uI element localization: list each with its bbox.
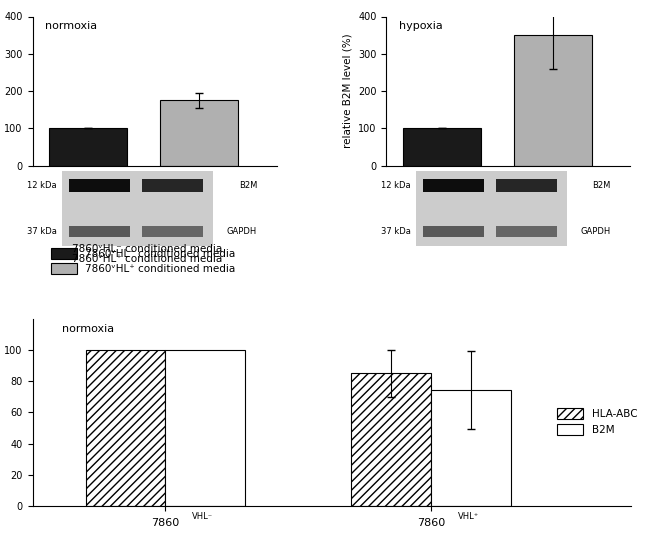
Text: GAPDH: GAPDH	[227, 227, 257, 236]
Bar	[514, 35, 592, 166]
Text: B2M: B2M	[593, 181, 611, 190]
Legend: 7860ᵛHL⁻ conditioned media, 7860ᵛHL⁺ conditioned media: 7860ᵛHL⁻ conditioned media, 7860ᵛHL⁺ con…	[51, 248, 235, 274]
FancyBboxPatch shape	[496, 226, 557, 236]
Text: 7860: 7860	[151, 519, 179, 529]
FancyBboxPatch shape	[416, 171, 567, 246]
Text: normoxia: normoxia	[45, 21, 97, 31]
FancyBboxPatch shape	[69, 226, 130, 236]
Text: 37 kDa: 37 kDa	[27, 227, 57, 236]
Text: 12 kDa: 12 kDa	[381, 181, 411, 190]
Text: VHL⁻: VHL⁻	[192, 512, 213, 521]
FancyBboxPatch shape	[423, 226, 484, 236]
Text: VHL⁺: VHL⁺	[458, 512, 479, 521]
FancyBboxPatch shape	[423, 179, 484, 192]
Text: 12 kDa: 12 kDa	[27, 181, 57, 190]
FancyBboxPatch shape	[69, 179, 130, 192]
Text: 7860ᵛHL⁺ conditioned media: 7860ᵛHL⁺ conditioned media	[72, 254, 222, 263]
Bar	[165, 350, 245, 506]
Text: 7860ᵛHL⁻ conditioned media: 7860ᵛHL⁻ conditioned media	[72, 244, 222, 254]
Legend: HLA-ABC, B2M: HLA-ABC, B2M	[557, 408, 637, 435]
Bar	[431, 390, 511, 506]
FancyBboxPatch shape	[142, 179, 203, 192]
FancyBboxPatch shape	[62, 171, 213, 246]
Bar	[160, 100, 238, 166]
Y-axis label: relative B2M level (%): relative B2M level (%)	[343, 34, 353, 148]
Text: 37 kDa: 37 kDa	[381, 227, 411, 236]
Text: B2M: B2M	[239, 181, 257, 190]
Bar	[352, 373, 431, 506]
Text: 7860: 7860	[417, 519, 445, 529]
Text: normoxia: normoxia	[62, 324, 114, 334]
Text: hypoxia: hypoxia	[398, 21, 443, 31]
FancyBboxPatch shape	[142, 226, 203, 236]
Bar	[403, 128, 481, 166]
Bar	[49, 128, 127, 166]
Text: GAPDH: GAPDH	[580, 227, 611, 236]
FancyBboxPatch shape	[496, 179, 557, 192]
Bar	[86, 350, 165, 506]
